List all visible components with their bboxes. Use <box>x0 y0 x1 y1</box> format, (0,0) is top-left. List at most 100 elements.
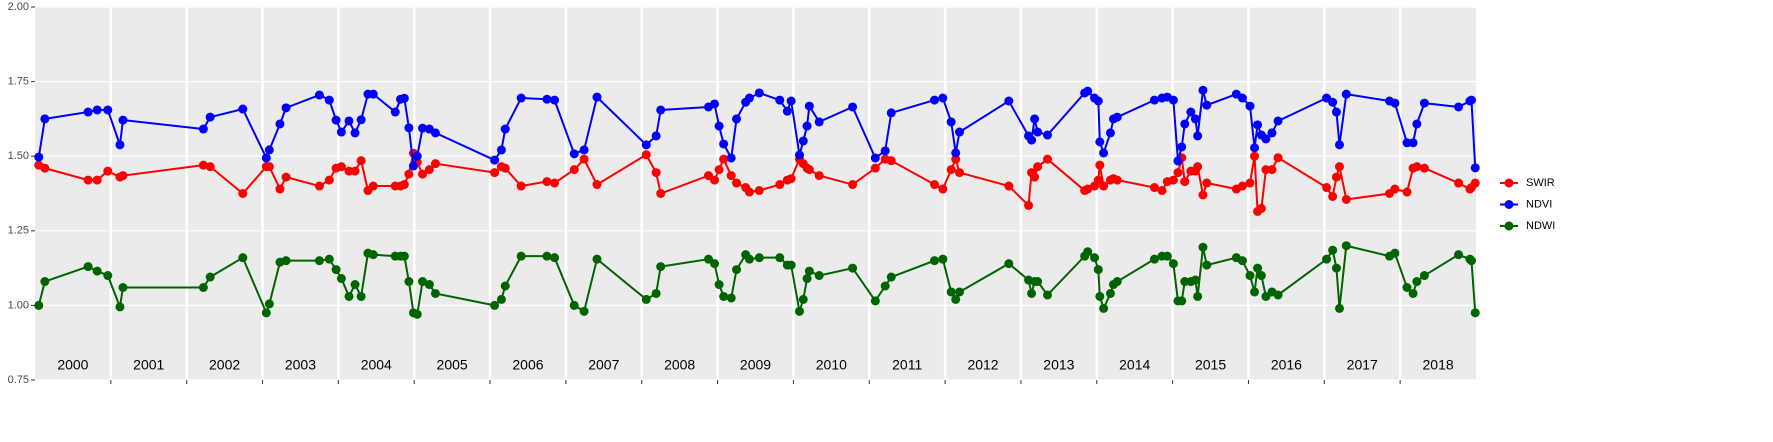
point <box>1253 120 1263 130</box>
point <box>356 115 366 125</box>
point <box>1454 178 1464 188</box>
point <box>1253 263 1263 273</box>
point <box>592 180 602 190</box>
point <box>1033 127 1043 137</box>
point <box>782 106 792 116</box>
point <box>656 189 666 198</box>
year-label: 2009 <box>740 357 771 373</box>
point <box>275 119 285 129</box>
year-label: 2013 <box>1043 357 1074 373</box>
point <box>1402 187 1412 197</box>
point <box>1334 303 1344 313</box>
year-label: 2000 <box>57 357 88 373</box>
point <box>1186 107 1196 117</box>
point <box>205 112 215 122</box>
point <box>1168 175 1178 185</box>
point <box>1256 271 1266 281</box>
point <box>550 95 560 105</box>
legend-marker <box>1504 200 1514 209</box>
point <box>1419 98 1429 108</box>
point <box>324 175 334 185</box>
point <box>1470 178 1480 188</box>
point <box>40 114 50 124</box>
point <box>1466 95 1476 105</box>
point <box>314 90 324 100</box>
point <box>1419 271 1429 281</box>
point <box>92 266 102 276</box>
point <box>412 309 422 319</box>
point <box>390 107 400 117</box>
point <box>118 115 128 125</box>
point <box>744 187 754 197</box>
point <box>490 300 500 310</box>
point <box>1149 254 1159 264</box>
point <box>719 139 729 149</box>
point <box>775 253 785 263</box>
point <box>198 124 208 134</box>
point <box>40 163 50 173</box>
year-label: 2005 <box>437 357 468 373</box>
point <box>775 95 785 105</box>
point <box>92 105 102 115</box>
point <box>1112 175 1122 185</box>
point <box>1454 102 1464 112</box>
point <box>350 128 360 138</box>
point <box>1004 96 1014 106</box>
point <box>1190 275 1200 285</box>
point <box>1328 97 1338 107</box>
point <box>802 121 812 131</box>
year-label: 2012 <box>967 357 998 373</box>
point <box>880 146 890 156</box>
point <box>946 287 956 297</box>
point <box>1250 151 1260 161</box>
point <box>404 277 414 287</box>
point <box>281 256 291 266</box>
point <box>516 181 526 191</box>
point <box>754 186 764 196</box>
point <box>651 131 661 141</box>
year-label: 2011 <box>892 357 922 373</box>
y-tick-label: 2.00 <box>8 1 29 13</box>
point <box>1173 156 1183 166</box>
point <box>651 288 661 298</box>
point <box>1105 128 1115 138</box>
point <box>656 105 666 115</box>
point <box>1466 256 1476 266</box>
point <box>1454 250 1464 260</box>
point <box>324 254 334 264</box>
point <box>656 262 666 272</box>
point <box>412 151 422 161</box>
point <box>516 93 526 103</box>
y-tick-label: 1.25 <box>8 225 29 237</box>
point <box>641 140 651 150</box>
point <box>1341 194 1351 204</box>
point <box>368 250 378 260</box>
point <box>1168 259 1178 269</box>
point <box>775 180 785 190</box>
point <box>1328 245 1338 255</box>
point <box>1105 288 1115 298</box>
point <box>83 262 93 272</box>
point <box>118 282 128 292</box>
point <box>1237 181 1247 191</box>
point <box>404 123 414 133</box>
point <box>1273 116 1283 126</box>
point <box>798 136 808 146</box>
point <box>1390 184 1400 194</box>
point <box>929 95 939 105</box>
point <box>1033 277 1043 287</box>
point <box>804 101 814 111</box>
legend-marker <box>1504 178 1514 188</box>
point <box>500 163 510 173</box>
point <box>1273 290 1283 300</box>
point <box>1412 119 1422 129</box>
year-label: 2002 <box>209 357 240 373</box>
point <box>314 256 324 266</box>
point <box>726 171 736 181</box>
point <box>550 253 560 263</box>
panel <box>35 7 1476 380</box>
year-label: 2006 <box>512 357 543 373</box>
point <box>579 145 589 155</box>
point <box>331 115 341 125</box>
